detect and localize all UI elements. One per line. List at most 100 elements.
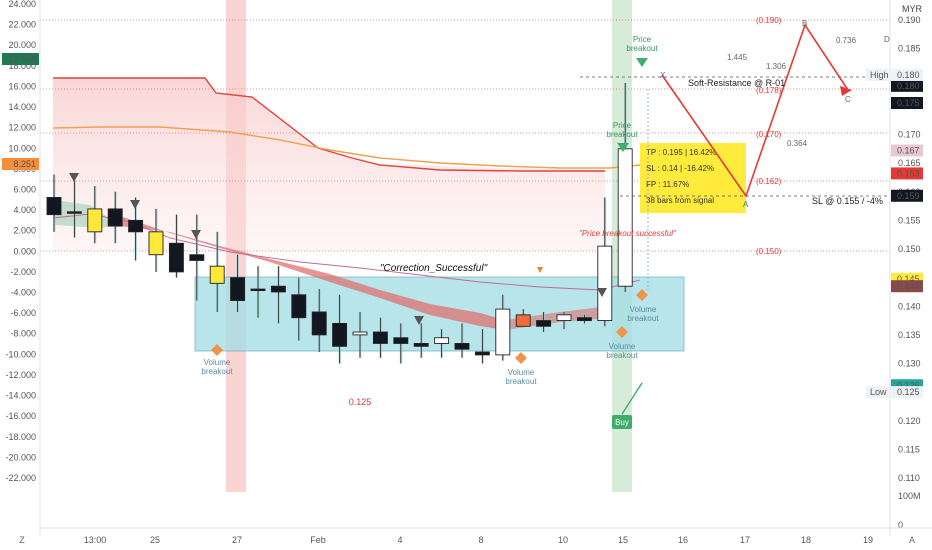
candle-body bbox=[597, 245, 613, 322]
right-price-tag-label: 0.167 bbox=[897, 146, 920, 156]
signal-bars: 38 bars from signal bbox=[646, 196, 714, 205]
fib-label-1: (0.178) bbox=[756, 86, 782, 95]
point-c: C bbox=[845, 95, 851, 104]
candle-body bbox=[536, 320, 552, 327]
candle-body bbox=[66, 211, 82, 214]
candle-body bbox=[393, 337, 409, 344]
harmonic-pattern bbox=[661, 23, 849, 198]
point-x: X bbox=[660, 71, 666, 80]
right-price-tag-label: 0.163 bbox=[897, 168, 920, 178]
left-tick-label: -2.000 bbox=[10, 267, 36, 277]
volume-breakout-1b: breakout bbox=[201, 367, 233, 376]
stop-loss-label: SL @ 0.155 / -4% bbox=[812, 196, 883, 206]
orange-ma-line bbox=[52, 126, 641, 169]
diamond-icon bbox=[211, 344, 223, 356]
small-triangle-icon bbox=[537, 267, 543, 273]
triangle-down-icon bbox=[597, 288, 607, 297]
right-price-tag-label: 0.145 bbox=[897, 274, 920, 284]
resistance-cloud bbox=[53, 78, 605, 251]
x-tick-label: 17 bbox=[740, 535, 750, 545]
right-tick-label: 0.120 bbox=[898, 416, 921, 426]
right-price-tag-label: 0.159 bbox=[897, 191, 920, 201]
ratio-4: 0.364 bbox=[787, 139, 808, 148]
left-tick-label: -14.000 bbox=[5, 391, 36, 401]
left-tick-label: -4.000 bbox=[10, 288, 36, 298]
triangle-down-icon bbox=[191, 230, 201, 239]
volume-breakout-3a: Volume bbox=[609, 342, 636, 351]
signal-fp: FP : 11.67% bbox=[646, 180, 689, 189]
right-tick-label: 0 bbox=[898, 520, 903, 530]
point-b: B bbox=[802, 19, 807, 28]
pattern-arrowhead bbox=[840, 86, 852, 96]
candles bbox=[46, 82, 633, 364]
right-axis-labels: High 0.180 Low 0.125 bbox=[866, 68, 923, 399]
candle-body bbox=[291, 294, 307, 319]
candle-body bbox=[87, 208, 103, 233]
purple-ma-line bbox=[52, 213, 641, 291]
right-price-tag bbox=[891, 144, 923, 157]
price-breakout-label-2b: breakout bbox=[606, 130, 638, 139]
x-tick-label: 25 bbox=[150, 535, 160, 545]
resistance-line bbox=[53, 77, 605, 172]
point-a: A bbox=[743, 200, 749, 209]
right-tick-label: 0.165 bbox=[898, 158, 921, 168]
right-price-tag bbox=[891, 167, 923, 180]
candle-body bbox=[413, 343, 429, 347]
candle-body bbox=[474, 351, 490, 356]
diamond-icon bbox=[616, 326, 628, 338]
right-price-tag-label: 0.144 bbox=[897, 281, 920, 291]
x-tick-label: 8 bbox=[478, 535, 483, 545]
candle-body bbox=[556, 314, 572, 322]
left-tick-label: -18.000 bbox=[5, 432, 36, 442]
right-tick-label: 0.140 bbox=[898, 301, 921, 311]
high-low-value: 0.125 bbox=[897, 387, 920, 397]
volume-breakout-3b: breakout bbox=[606, 351, 638, 360]
right-tick-label: 0.115 bbox=[898, 444, 920, 454]
candle-body bbox=[168, 242, 184, 273]
right-price-tag-label: 0.175 bbox=[897, 98, 920, 108]
right-tick-label: 0.155 bbox=[898, 215, 921, 225]
left-tick-label: 24.000 bbox=[8, 0, 36, 9]
high-low-prefix: High bbox=[870, 70, 889, 80]
point-d: D bbox=[884, 35, 890, 44]
ema-ribbon-red bbox=[120, 216, 505, 330]
left-tick-label: 6.000 bbox=[13, 184, 36, 194]
candle-body bbox=[352, 331, 368, 336]
x-tick-label: Feb bbox=[310, 535, 326, 545]
candle-body bbox=[495, 308, 511, 356]
left-price-tag-label: 8.251 bbox=[13, 159, 36, 169]
auto-scale-button[interactable]: A bbox=[909, 535, 915, 545]
left-price-tag bbox=[2, 158, 39, 170]
candle-body bbox=[148, 231, 164, 256]
triangle-down-icon bbox=[69, 173, 79, 182]
candle-body bbox=[576, 317, 592, 322]
left-tick-label: -6.000 bbox=[10, 308, 36, 318]
left-tick-label: 4.000 bbox=[13, 205, 36, 215]
left-price-tag-label: 18.584 bbox=[8, 54, 36, 64]
left-tick-label: 10.000 bbox=[8, 143, 36, 153]
fib-label-2: (0.170) bbox=[756, 130, 782, 139]
x-tick-label: 19 bbox=[863, 535, 873, 545]
left-tick-label: -12.000 bbox=[5, 370, 36, 380]
candle-body bbox=[189, 254, 205, 261]
volume-breakout-2b: breakout bbox=[505, 377, 537, 386]
candle-body bbox=[230, 277, 246, 301]
signal-box bbox=[640, 143, 746, 213]
timezone-button[interactable]: Z bbox=[19, 535, 25, 545]
right-tick-label: 0.150 bbox=[898, 244, 921, 254]
ratio-3: 0.736 bbox=[836, 36, 857, 45]
candle-body bbox=[434, 337, 450, 344]
high-low-box bbox=[866, 68, 923, 81]
price-breakout-label-1a: Price bbox=[633, 35, 652, 44]
correction-label: "Correction_Successful" bbox=[380, 263, 488, 274]
left-price-tag bbox=[2, 53, 39, 65]
left-tick-label: 14.000 bbox=[8, 102, 36, 112]
triangle-down-icon bbox=[130, 200, 140, 209]
candle-body bbox=[617, 148, 633, 287]
x-tick-label: 16 bbox=[678, 535, 688, 545]
right-price-tag bbox=[891, 79, 923, 92]
fib-label-0: (0.190) bbox=[756, 16, 782, 25]
right-tick-label: 0.110 bbox=[898, 473, 920, 483]
